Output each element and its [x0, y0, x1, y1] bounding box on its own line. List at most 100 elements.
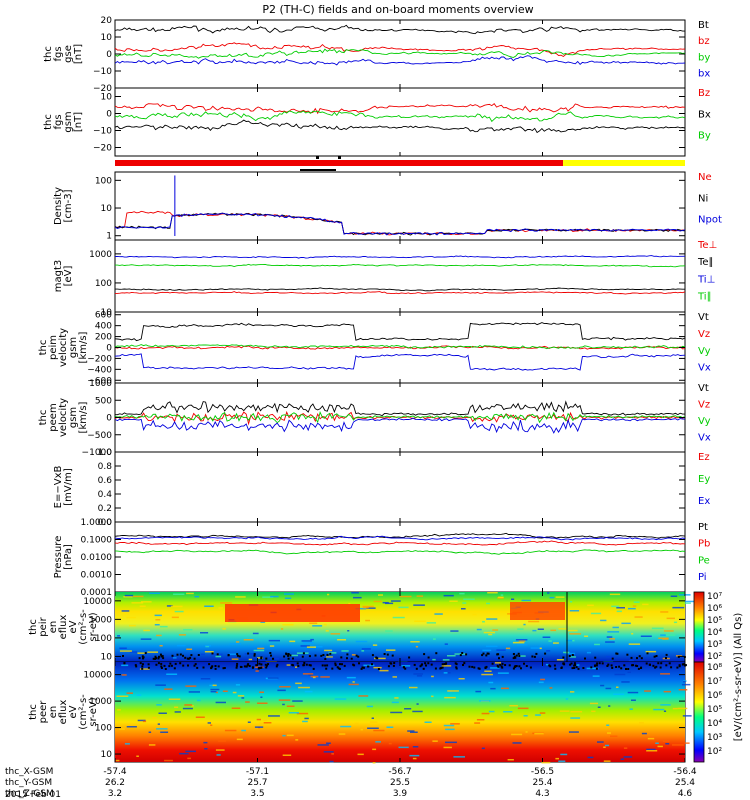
y-tick-label: 0 — [106, 414, 112, 424]
spectrogram-cell — [188, 691, 200, 693]
spectrogram-cell — [232, 691, 237, 694]
spectrogram-cell — [212, 684, 217, 687]
spectrogram-cell — [541, 761, 551, 764]
spectrogram-dropout — [155, 657, 157, 660]
spectrogram-cell — [612, 626, 619, 629]
spectrogram-cell — [371, 717, 374, 719]
spectrogram-cell — [143, 629, 150, 632]
spectrogram-dropout — [266, 664, 268, 667]
legend-entry: Vz — [698, 399, 710, 410]
spectrogram-cell — [379, 669, 389, 672]
spectrogram-cell — [156, 634, 162, 637]
spectrogram-cell — [137, 652, 146, 654]
spectrogram-cell — [378, 594, 383, 596]
spectrogram-cell — [496, 649, 506, 651]
spectrogram-cell — [257, 647, 265, 650]
spectrogram-cell — [490, 667, 500, 669]
spectrogram-dropout — [496, 653, 499, 656]
spectrogram-dropout — [454, 662, 457, 665]
spectrogram-cell — [597, 706, 601, 708]
spectrogram-cell — [252, 632, 259, 635]
spectrogram-cell — [530, 647, 542, 649]
spectrogram-cell — [426, 622, 436, 624]
legend-entry: Bt — [698, 20, 709, 31]
spectrogram-cell — [539, 647, 542, 650]
spectrogram-cell — [268, 639, 280, 642]
footer-row-value: 26.2 — [105, 778, 125, 788]
series-fgs_gsm-0 — [114, 103, 686, 115]
spectrogram-dropout — [253, 653, 256, 656]
y-tick-label: 100 — [95, 279, 112, 289]
y-axis-label: fgs — [53, 46, 64, 61]
spectrogram-cell — [286, 734, 294, 737]
spectrogram-dropout — [297, 665, 300, 667]
spectrogram-dropout — [582, 667, 585, 669]
legend-entry: Vx — [698, 363, 711, 374]
legend-entry: Vt — [698, 312, 709, 323]
spectrogram-cell — [445, 741, 457, 744]
spectrogram-cell — [431, 695, 434, 698]
spectrogram-cell — [222, 690, 228, 692]
spectrogram-dropout — [682, 663, 685, 666]
spectrogram-dropout — [321, 664, 324, 667]
spectrogram-cell — [262, 596, 274, 598]
spectrogram-dropout — [182, 664, 185, 667]
spectrogram-cell — [235, 596, 246, 598]
spectrogram-dropout — [554, 667, 557, 670]
spectrogram-cell — [284, 597, 292, 599]
series-fgs-2 — [114, 48, 686, 59]
spectrogram-cell — [119, 728, 125, 730]
spectrogram-cell — [606, 655, 615, 658]
spectrogram-dropout — [544, 652, 547, 655]
footer-row-value: 25.4 — [532, 778, 552, 788]
spectrogram-cell — [157, 723, 160, 725]
spectrogram-cell — [518, 640, 526, 642]
spectrogram-cell — [268, 715, 280, 717]
spectrogram-cell — [481, 747, 485, 750]
spectrogram-cell — [482, 621, 485, 623]
y-axis-label: thc — [28, 704, 39, 720]
spectrogram-dropout — [184, 656, 187, 659]
spectrogram-dropout — [413, 663, 416, 666]
spectrogram-dropout — [435, 652, 438, 655]
spectrogram-cell — [367, 727, 379, 729]
spectrogram-cell — [267, 677, 279, 679]
spectrogram-cell — [149, 592, 160, 594]
spectrogram-dropout — [190, 654, 193, 657]
spectrogram-cell — [660, 611, 669, 613]
spectrogram-cell — [441, 665, 452, 667]
spectrogram-cell — [257, 702, 268, 704]
spectrogram-dropout — [594, 664, 596, 667]
y-tick-label: 10 — [101, 204, 113, 214]
y-tick-label: −500 — [87, 431, 112, 441]
spectrogram-cell — [132, 595, 144, 598]
series-fgs_gsm-1 — [114, 119, 686, 134]
spectrogram-dropout — [595, 664, 598, 667]
spectrogram-cell — [633, 601, 640, 603]
spectrogram-cell — [611, 605, 620, 608]
spectrogram-dropout — [491, 662, 494, 665]
spectrogram-cell — [256, 718, 261, 721]
spectrogram-dropout — [415, 667, 418, 670]
spectrogram-cell — [410, 731, 418, 733]
spectrogram-cell — [660, 704, 671, 706]
spectrogram-cell — [558, 760, 566, 762]
footer-row-value: -57.4 — [103, 767, 127, 777]
series-ve-0 — [115, 400, 685, 417]
spectrogram-cell — [651, 627, 664, 630]
spectrogram-cell — [657, 745, 663, 748]
spectrogram-cell — [263, 722, 272, 724]
spectrogram-cell — [655, 742, 659, 744]
spectrogram-dropout — [484, 667, 487, 669]
legend-entry: Bz — [698, 88, 710, 99]
spectrogram-cell — [147, 651, 158, 653]
spectrogram-dropout — [611, 666, 614, 669]
spectrogram-cell — [525, 731, 528, 733]
spectrogram-cell — [156, 704, 162, 706]
spectrogram-dropout — [275, 665, 278, 668]
legend-entry: bz — [698, 36, 710, 47]
spectrogram-dropout — [668, 662, 671, 665]
spectrogram-cell — [139, 668, 150, 670]
spectrogram-cell — [326, 742, 331, 744]
